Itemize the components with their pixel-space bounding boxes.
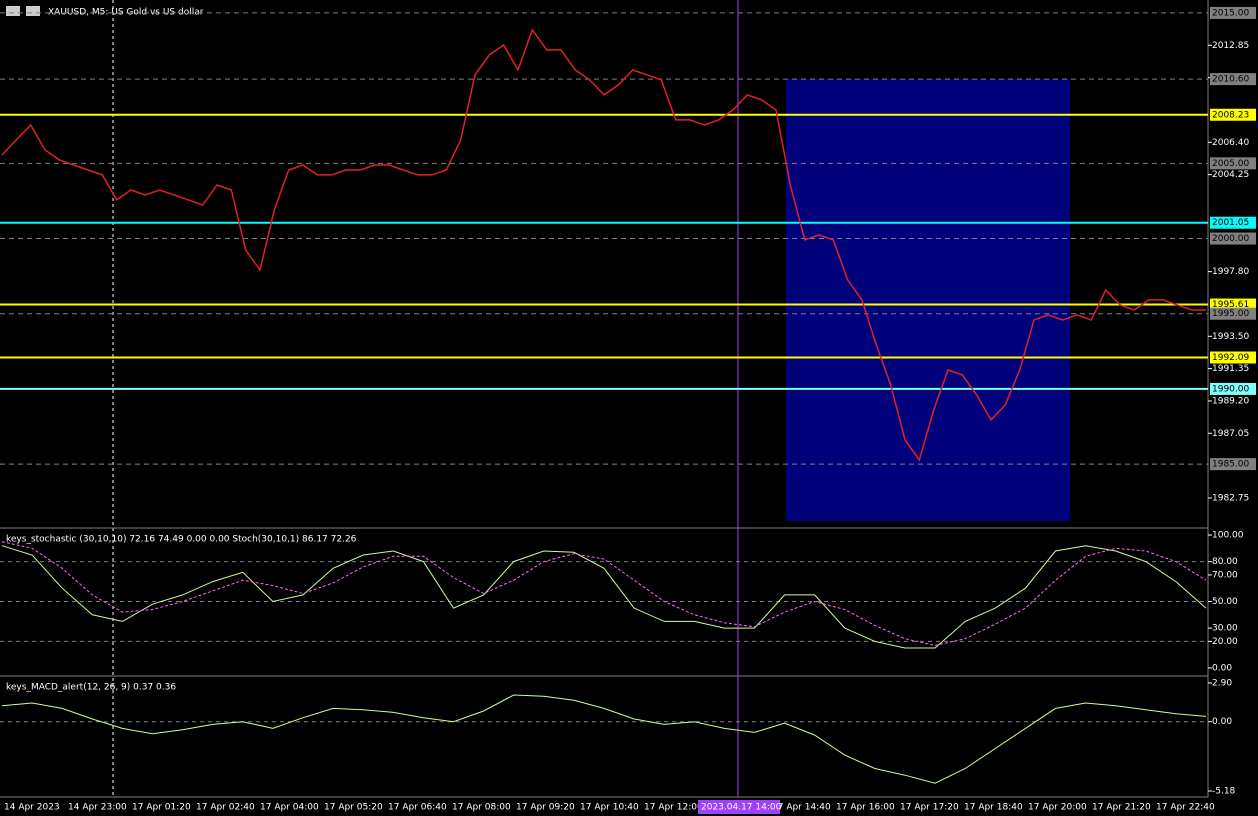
x-tick-label: 17 Apr 21:20	[1092, 803, 1151, 813]
x-tick-label: 17 Apr 12:00	[644, 803, 703, 813]
y-tick-label: 1991.35	[1212, 364, 1249, 374]
series-line	[1, 28, 1206, 462]
chart-title: XAUUSD, M5: US Gold vs US dollar	[48, 8, 204, 18]
level-label-box	[1210, 298, 1256, 311]
x-tick-label: 17 Apr 02:40	[196, 803, 255, 813]
level-label-box	[1210, 157, 1256, 170]
level-label-box	[1210, 216, 1256, 229]
indicator-title: keys_MACD_alert(12, 26, 9) 0.37 0.36	[6, 683, 176, 693]
level-label-box	[1210, 73, 1256, 86]
menu-icon[interactable]	[26, 6, 40, 16]
y-tick-label: 1997.80	[1212, 267, 1249, 277]
x-tick-label: 17 Apr 01:20	[132, 803, 191, 813]
series-line	[1, 541, 1207, 646]
series-line	[1, 545, 1207, 649]
level-label: 2001.05	[1212, 218, 1249, 228]
series-line	[1, 694, 1207, 784]
x-tick-label: 14 Apr 23:00	[68, 803, 127, 813]
y-tick-label: 50.00	[1212, 597, 1238, 607]
x-tick-label: 17 Apr 10:40	[580, 803, 639, 813]
x-tick-label: 17 Apr 20:00	[1028, 803, 1087, 813]
level-label: 2005.00	[1212, 159, 1249, 169]
x-tick-label: 17 Apr 14:40	[772, 803, 831, 813]
y-tick-label: 1987.05	[1212, 429, 1249, 439]
x-tick-label: 17 Apr 09:20	[516, 803, 575, 813]
level-label-box	[1210, 351, 1256, 364]
level-label-box	[1210, 458, 1256, 471]
y-tick-label: 2006.40	[1212, 138, 1249, 148]
x-tick-label: 17 Apr 22:40	[1156, 803, 1215, 813]
level-label-box	[1210, 307, 1256, 320]
level-label: 2010.60	[1212, 75, 1249, 85]
level-label: 1990.00	[1212, 384, 1249, 394]
level-label: 1995.61	[1212, 300, 1249, 310]
y-tick-label: 1982.75	[1212, 493, 1249, 503]
y-tick-label: 1989.20	[1212, 396, 1249, 406]
level-label: 1992.09	[1212, 353, 1249, 363]
x-tick-label: 17 Apr 06:40	[388, 803, 447, 813]
y-tick-label: 80.00	[1212, 557, 1238, 567]
level-label-box	[1210, 382, 1256, 395]
x-tick-label: 17 Apr 16:00	[836, 803, 895, 813]
y-tick-label: 100.00	[1212, 531, 1244, 541]
y-tick-label: 70.00	[1212, 570, 1238, 580]
level-label: 2000.00	[1212, 234, 1249, 244]
selection-rectangle	[786, 79, 1070, 521]
y-tick-label: 0.00	[1212, 717, 1232, 727]
y-tick-label: -5.18	[1212, 786, 1236, 796]
cursor-time: 2023.04.17 14:00	[701, 803, 782, 813]
x-tick-label: 17 Apr 05:20	[324, 803, 383, 813]
y-tick-label: 0.00	[1212, 663, 1232, 673]
x-tick-label: 17 Apr 08:00	[452, 803, 511, 813]
level-label: 1995.00	[1212, 309, 1249, 319]
y-tick-label: 2004.25	[1212, 170, 1249, 180]
level-label: 2008.23	[1212, 110, 1249, 120]
level-label: 1985.00	[1212, 460, 1249, 470]
x-tick-label: 17 Apr 18:40	[964, 803, 1023, 813]
level-label: 2015.00	[1212, 8, 1249, 18]
y-tick-label: 30.00	[1212, 624, 1238, 634]
indicator-title: keys_stochastic (30,10,10) 72.16 74.49 0…	[6, 535, 357, 545]
y-tick-label: 20.00	[1212, 637, 1238, 647]
y-tick-label: 1993.50	[1212, 332, 1249, 342]
y-tick-label: 2012.85	[1212, 41, 1249, 51]
x-tick-label: 14 Apr 2023	[4, 803, 60, 813]
y-tick-label: 2.90	[1212, 678, 1232, 688]
x-tick-label: 17 Apr 04:00	[260, 803, 319, 813]
level-label-box	[1210, 6, 1256, 19]
x-tick-label: 17 Apr 17:20	[900, 803, 959, 813]
level-label-box	[1210, 232, 1256, 245]
level-label-box	[1210, 108, 1256, 121]
cursor-time-box	[698, 800, 780, 814]
menu-icon[interactable]	[6, 6, 20, 16]
